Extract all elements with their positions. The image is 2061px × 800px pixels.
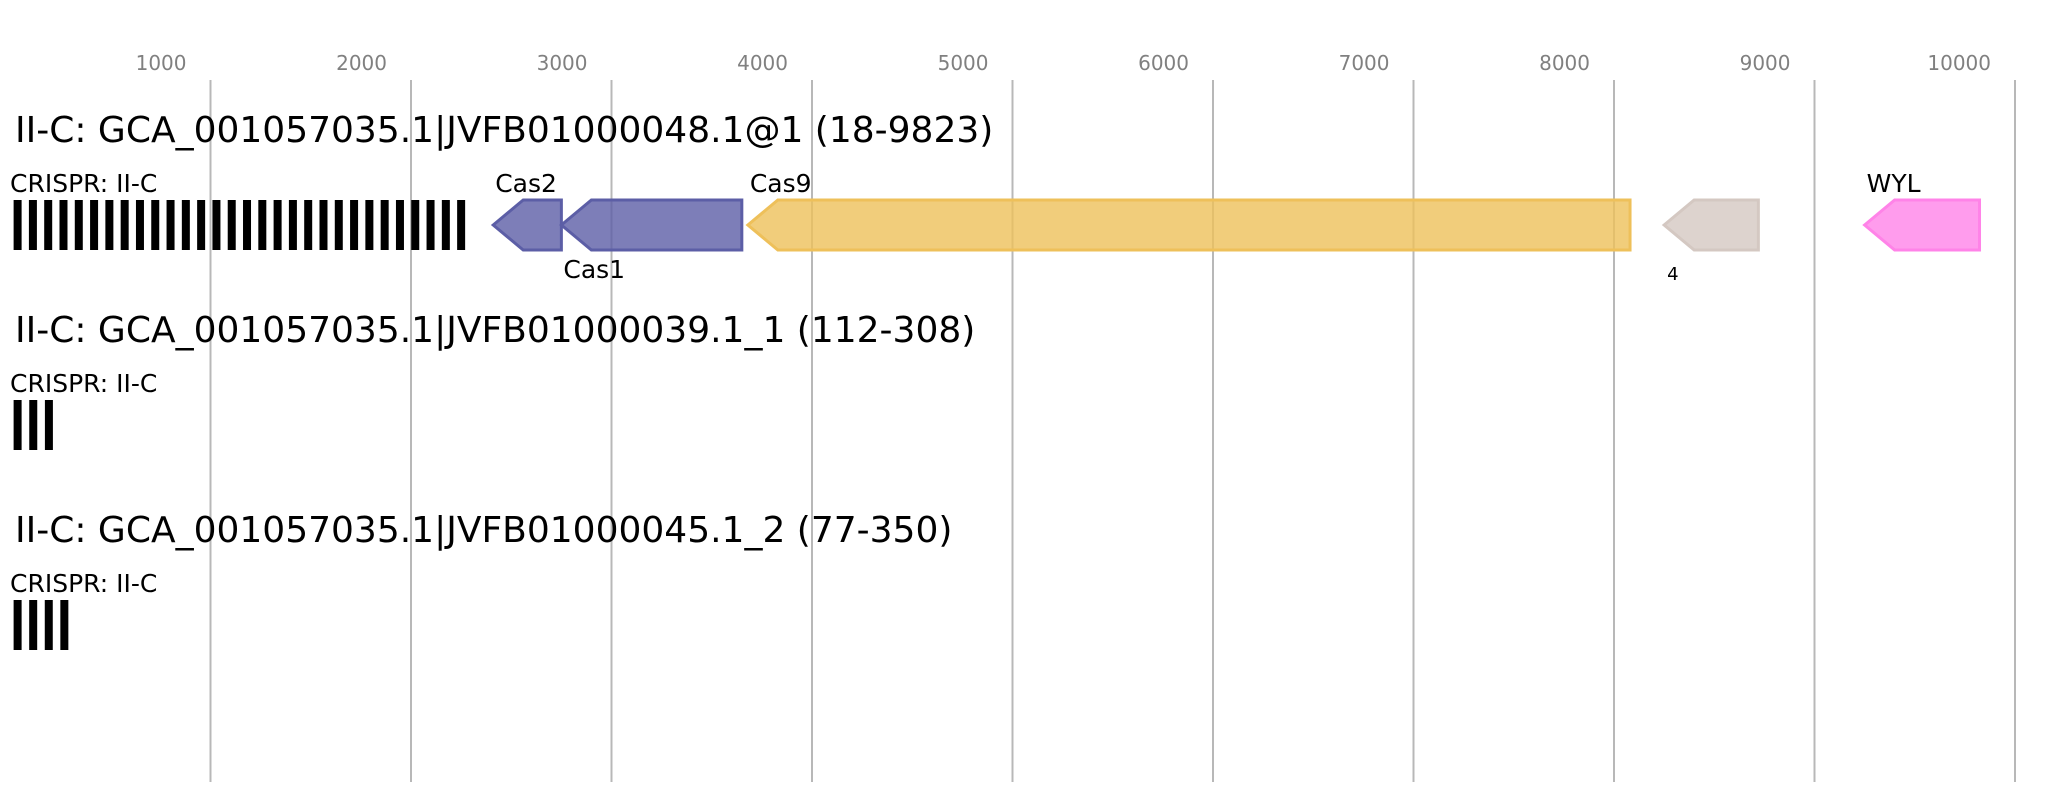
locus-title: II-C: GCA_001057035.1|JVFB01000048.1@1 (… [15,110,993,151]
gene-cas2-label: Cas2 [495,169,557,198]
crispr-repeat [457,200,466,250]
crispr-repeat [90,200,99,250]
crispr-repeat [166,200,175,250]
crispr-repeat [44,400,53,450]
crispr-repeat [212,200,221,250]
crispr-repeat [197,200,206,250]
crispr-repeat [304,200,313,250]
crispr-repeat [350,200,359,250]
crispr-repeat [29,400,38,450]
gene-4-label: 4 [1667,264,1678,285]
crispr-repeat [135,200,144,250]
tick-label: 6000 [1138,51,1189,75]
crispr-repeat [273,200,282,250]
grid-lines [209,80,2016,782]
gene-wyl [1862,198,1982,252]
locus-track: II-C: GCA_001057035.1|JVFB01000048.1@1 (… [10,110,1982,285]
crispr-repeat [74,200,83,250]
crispr-repeat [44,200,53,250]
crispr-repeat [29,600,38,650]
locus-track: II-C: GCA_001057035.1|JVFB01000039.1_1 (… [10,310,975,450]
tick-label: 3000 [537,51,588,75]
crispr-repeat [411,200,420,250]
loci-tracks: II-C: GCA_001057035.1|JVFB01000048.1@1 (… [10,110,1982,650]
crispr-array [13,200,466,250]
gene-cas2 [490,198,563,252]
locus-title: II-C: GCA_001057035.1|JVFB01000045.1_2 (… [15,510,952,551]
crispr-repeat [319,200,328,250]
gene-cas9-label: Cas9 [750,169,812,198]
crispr-repeat [120,200,129,250]
crispr-repeat [227,200,236,250]
crispr-repeat [28,200,37,250]
crispr-repeat [380,200,389,250]
tick-label: 9000 [1740,51,1791,75]
crispr-repeat [334,200,343,250]
locus-title: II-C: GCA_001057035.1|JVFB01000039.1_1 (… [15,310,975,351]
crispr-repeat [105,200,114,250]
tick-label: 8000 [1539,51,1590,75]
tick-label: 5000 [938,51,989,75]
locus-track: II-C: GCA_001057035.1|JVFB01000045.1_2 (… [10,510,952,650]
crispr-label: CRISPR: II-C [10,369,157,398]
gene-4 [1661,198,1760,252]
crispr-repeat [395,200,404,250]
crispr-repeat [13,600,22,650]
crispr-repeat [44,600,53,650]
crispr-repeat [60,600,69,650]
gene-wyl-label: WYL [1867,169,1921,198]
crispr-repeat [441,200,450,250]
crispr-repeat [243,200,252,250]
crispr-repeat [151,200,160,250]
crispr-label: CRISPR: II-C [10,169,157,198]
gene-cas1-label: Cas1 [563,255,625,284]
gene-cas9 [745,198,1632,252]
tick-label: 1000 [136,51,187,75]
crispr-repeat [258,200,267,250]
tick-label: 10000 [1927,51,1991,75]
crispr-repeat [13,200,22,250]
crispr-array [13,600,69,650]
crispr-repeat [426,200,435,250]
crispr-repeat [288,200,297,250]
tick-label: 2000 [336,51,387,75]
gene-cas1 [559,198,744,252]
crispr-repeat [181,200,190,250]
crispr-array [13,400,53,450]
crispr-repeat [365,200,374,250]
crispr-repeat [59,200,68,250]
crispr-repeat [13,400,22,450]
crispr-label: CRISPR: II-C [10,569,157,598]
axis-ticks: 1000 2000 3000 4000 5000 6000 7000 8000 9000 1000… [136,51,1991,75]
tick-label: 7000 [1339,51,1390,75]
tick-label: 4000 [737,51,788,75]
